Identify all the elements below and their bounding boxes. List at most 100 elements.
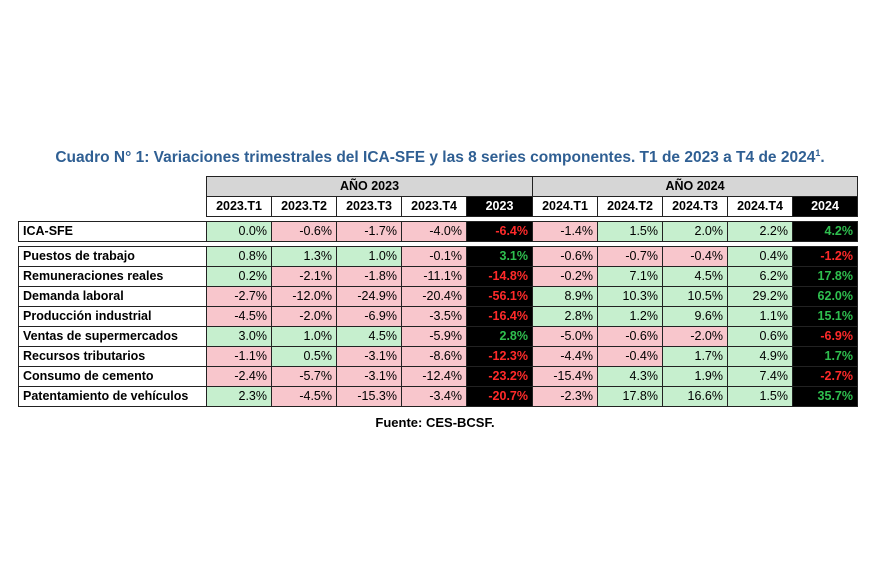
annual-value-cell: -6.9% bbox=[792, 326, 858, 347]
quarter-value-cell: 2.0% bbox=[662, 221, 728, 242]
column-header: 2024.T3 bbox=[662, 196, 728, 217]
quarter-value-cell: 0.8% bbox=[206, 246, 272, 267]
quarter-value-cell: -3.5% bbox=[401, 306, 467, 327]
quarter-value-cell: 8.9% bbox=[532, 286, 598, 307]
quarter-value-cell: 1.9% bbox=[662, 366, 728, 387]
annual-value-cell: 62.0% bbox=[792, 286, 858, 307]
quarter-value-cell: -12.4% bbox=[401, 366, 467, 387]
annual-value-cell: -12.3% bbox=[466, 346, 533, 367]
quarter-value-cell: -0.1% bbox=[401, 246, 467, 267]
quarter-value-cell: 3.0% bbox=[206, 326, 272, 347]
quarter-value-cell: -20.4% bbox=[401, 286, 467, 307]
quarter-value-cell: -1.8% bbox=[336, 266, 402, 287]
quarter-value-cell: -0.2% bbox=[532, 266, 598, 287]
quarter-value-cell: -12.0% bbox=[271, 286, 337, 307]
table-row: ICA-SFE 0.0% -0.6% -1.7% -4.0% -6.4% -1.4% 1.5%… bbox=[18, 221, 858, 242]
quarter-value-cell: -15.3% bbox=[336, 386, 402, 407]
quarter-value-cell: 7.4% bbox=[727, 366, 793, 387]
column-header: 2023 bbox=[466, 196, 533, 217]
data-table: AÑO 2023 AÑO 2024 2023.T1 2023.T2 2023.T3 202… bbox=[18, 176, 858, 407]
annual-value-cell: -1.2% bbox=[792, 246, 858, 267]
quarter-value-cell: 1.0% bbox=[336, 246, 402, 267]
table-title-text: Cuadro N° 1: Variaciones trimestrales de… bbox=[55, 149, 816, 167]
annual-value-cell: -20.7% bbox=[466, 386, 533, 407]
quarter-value-cell: -5.9% bbox=[401, 326, 467, 347]
annual-value-cell: 35.7% bbox=[792, 386, 858, 407]
quarter-value-cell: -24.9% bbox=[336, 286, 402, 307]
quarter-value-cell: 4.5% bbox=[662, 266, 728, 287]
table-row: Remuneraciones reales 0.2% -2.1% -1.8% -11.1… bbox=[18, 266, 858, 287]
row-label: Patentamiento de vehículos bbox=[18, 386, 207, 407]
quarter-value-cell: 2.8% bbox=[532, 306, 598, 327]
quarter-value-cell: -0.7% bbox=[597, 246, 663, 267]
quarter-value-cell: 10.3% bbox=[597, 286, 663, 307]
column-header: 2024.T2 bbox=[597, 196, 663, 217]
quarter-value-cell: 7.1% bbox=[597, 266, 663, 287]
annual-value-cell: 3.1% bbox=[466, 246, 533, 267]
quarter-value-cell: 1.0% bbox=[271, 326, 337, 347]
annual-value-cell: -56.1% bbox=[466, 286, 533, 307]
quarter-value-cell: 6.2% bbox=[727, 266, 793, 287]
row-label: ICA-SFE bbox=[18, 221, 207, 242]
quarter-value-cell: -4.0% bbox=[401, 221, 467, 242]
quarter-value-cell: -0.6% bbox=[271, 221, 337, 242]
row-label: Recursos tributarios bbox=[18, 346, 207, 367]
quarter-value-cell: 9.6% bbox=[662, 306, 728, 327]
annual-value-cell: -2.7% bbox=[792, 366, 858, 387]
quarter-value-cell: -2.0% bbox=[271, 306, 337, 327]
annual-value-cell: -6.4% bbox=[466, 221, 533, 242]
annual-value-cell: -23.2% bbox=[466, 366, 533, 387]
quarter-value-cell: -2.0% bbox=[662, 326, 728, 347]
table-row: Puestos de trabajo 0.8% 1.3% 1.0% -0.1% 3.1% -… bbox=[18, 246, 858, 267]
quarter-value-cell: 0.2% bbox=[206, 266, 272, 287]
column-header: 2023.T3 bbox=[336, 196, 402, 217]
annual-value-cell: 4.2% bbox=[792, 221, 858, 242]
quarter-value-cell: -15.4% bbox=[532, 366, 598, 387]
year-header-row: AÑO 2023 AÑO 2024 bbox=[19, 176, 858, 197]
quarter-value-cell: 29.2% bbox=[727, 286, 793, 307]
quarter-value-cell: 2.3% bbox=[206, 386, 272, 407]
quarter-value-cell: 4.5% bbox=[336, 326, 402, 347]
table-row: Producción industrial -4.5% -2.0% -6.9% -3.5… bbox=[18, 306, 858, 327]
quarter-value-cell: -5.0% bbox=[532, 326, 598, 347]
quarter-value-cell: 0.6% bbox=[727, 326, 793, 347]
quarter-value-cell: 0.0% bbox=[206, 221, 272, 242]
quarter-value-cell: 1.3% bbox=[271, 246, 337, 267]
annual-value-cell: 2.8% bbox=[466, 326, 533, 347]
annual-value-cell: 15.1% bbox=[792, 306, 858, 327]
quarter-value-cell: -3.1% bbox=[336, 346, 402, 367]
quarter-value-cell: -6.9% bbox=[336, 306, 402, 327]
year-group-header: AÑO 2023 bbox=[206, 176, 533, 197]
quarter-value-cell: 10.5% bbox=[662, 286, 728, 307]
row-label: Ventas de supermercados bbox=[18, 326, 207, 347]
row-label: Remuneraciones reales bbox=[18, 266, 207, 287]
quarter-value-cell: 0.5% bbox=[271, 346, 337, 367]
quarter-value-cell: -11.1% bbox=[401, 266, 467, 287]
quarter-value-cell: -2.4% bbox=[206, 366, 272, 387]
corner-cell bbox=[19, 177, 207, 197]
table-row: Patentamiento de vehículos 2.3% -4.5% -15.3… bbox=[18, 386, 858, 407]
quarter-value-cell: 4.3% bbox=[597, 366, 663, 387]
corner-cell bbox=[19, 197, 207, 217]
quarter-value-cell: -4.4% bbox=[532, 346, 598, 367]
annual-value-cell: -14.8% bbox=[466, 266, 533, 287]
quarter-value-cell: -4.5% bbox=[206, 306, 272, 327]
table-row: Recursos tributarios -1.1% 0.5% -3.1% -8.6% -… bbox=[18, 346, 858, 367]
quarter-value-cell: 17.8% bbox=[597, 386, 663, 407]
annual-value-cell: -16.4% bbox=[466, 306, 533, 327]
quarter-value-cell: -1.4% bbox=[532, 221, 598, 242]
row-label: Demanda laboral bbox=[18, 286, 207, 307]
quarter-value-cell: -3.4% bbox=[401, 386, 467, 407]
quarter-value-cell: -1.7% bbox=[336, 221, 402, 242]
annual-value-cell: 1.7% bbox=[792, 346, 858, 367]
quarter-value-cell: 1.5% bbox=[597, 221, 663, 242]
quarter-value-cell: -1.1% bbox=[206, 346, 272, 367]
quarter-value-cell: 0.4% bbox=[727, 246, 793, 267]
quarter-value-cell: 1.7% bbox=[662, 346, 728, 367]
table-title: Cuadro N° 1: Variaciones trimestrales de… bbox=[40, 148, 840, 167]
column-header: 2024.T1 bbox=[532, 196, 598, 217]
quarter-value-cell: -0.4% bbox=[662, 246, 728, 267]
quarter-value-cell: -4.5% bbox=[271, 386, 337, 407]
row-label: Producción industrial bbox=[18, 306, 207, 327]
table-row: Ventas de supermercados 3.0% 1.0% 4.5% -5.9%… bbox=[18, 326, 858, 347]
